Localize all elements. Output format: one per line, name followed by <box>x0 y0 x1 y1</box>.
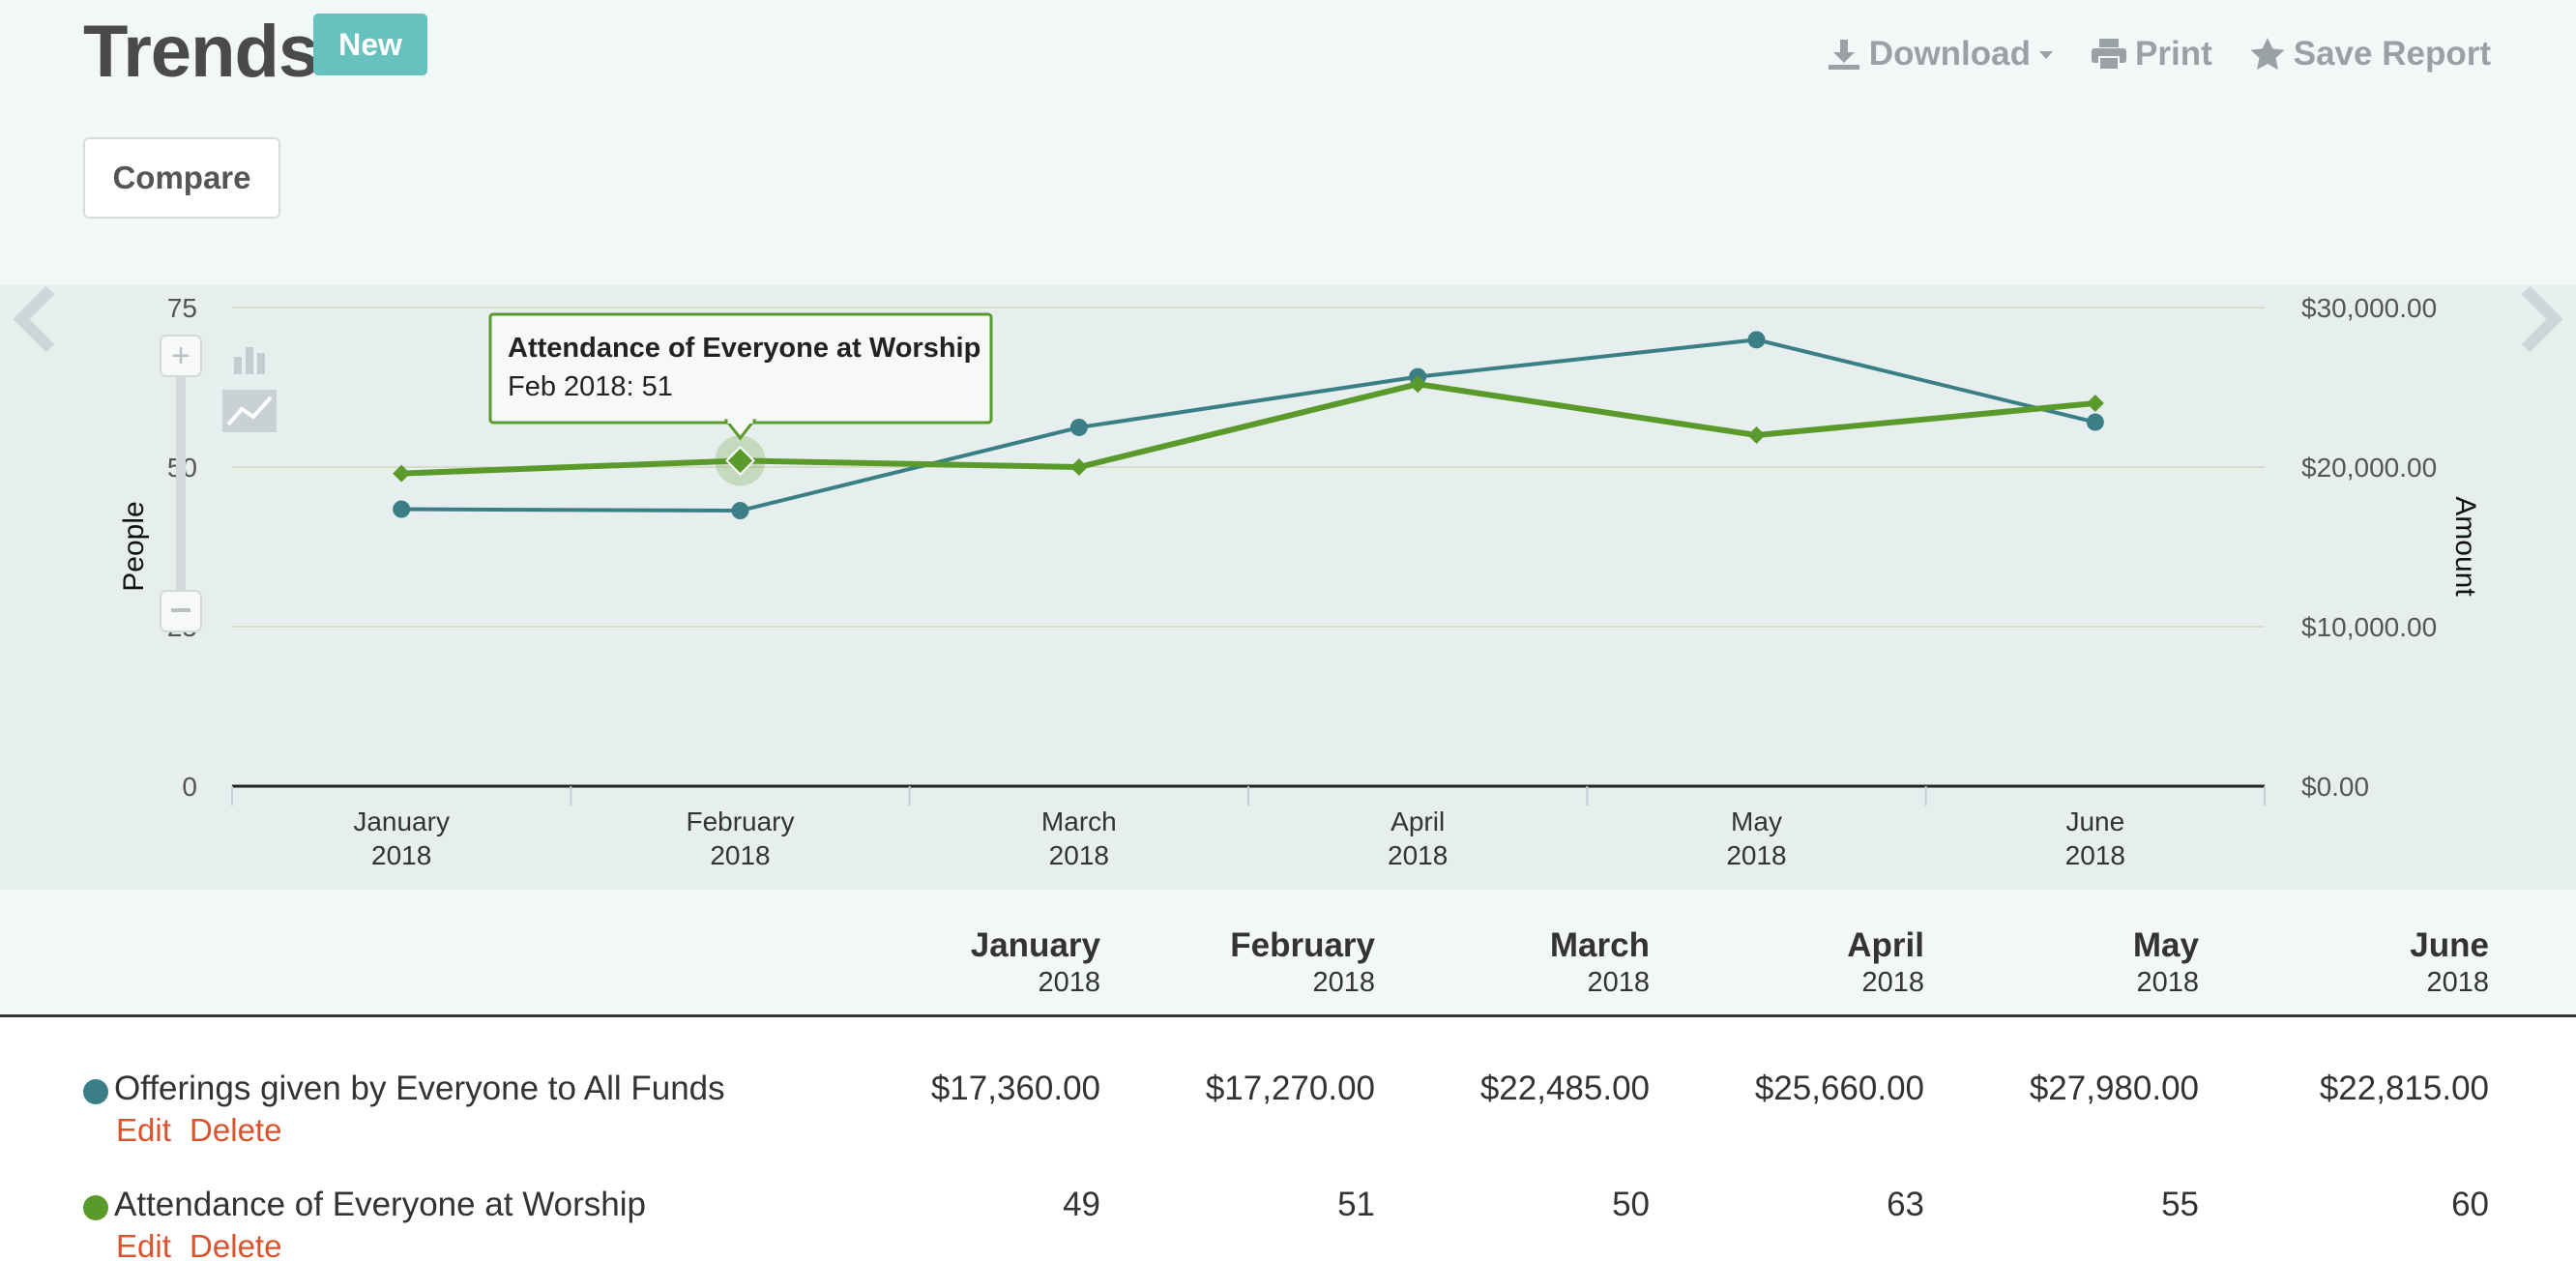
delete-link[interactable]: Delete <box>190 1112 282 1148</box>
x-tick-year: 2018 <box>1726 840 1786 870</box>
data-point-attendance <box>1747 426 1766 444</box>
x-tick-year: 2018 <box>2065 840 2125 870</box>
chart-svg: 0255075$0.00$10,000.00$20,000.00$30,000.… <box>118 293 2481 870</box>
table-cell: $22,815.00 <box>2319 1070 2489 1107</box>
page-title: Trends <box>83 11 319 93</box>
tooltip-pointer-mask <box>727 418 753 424</box>
plus-icon: + <box>171 337 190 374</box>
table-cell: 49 <box>1063 1186 1100 1223</box>
table-cell: $27,980.00 <box>2029 1070 2199 1107</box>
table-cell: $22,485.00 <box>1479 1070 1650 1107</box>
y-axis-title: People <box>118 501 150 591</box>
x-tick-label: April <box>1390 806 1445 836</box>
minus-icon <box>171 608 190 612</box>
edit-link[interactable]: Edit <box>116 1228 171 1261</box>
x-tick-label: January <box>353 806 450 836</box>
bar-chart-icon <box>234 357 242 374</box>
x-tick-year: 2018 <box>1388 840 1448 870</box>
data-point-attendance <box>1069 458 1088 476</box>
line-chart-icon <box>226 396 273 426</box>
column-header: June 2018 <box>2410 926 2489 998</box>
print-icon <box>2092 39 2127 71</box>
row-actions: Edit Delete <box>116 1228 281 1261</box>
edit-link[interactable]: Edit <box>116 1112 171 1148</box>
report-header: Trends New Download Print <box>0 0 2576 285</box>
table-cell: 50 <box>1612 1186 1650 1223</box>
download-icon <box>1828 40 1859 70</box>
row-actions: Edit Delete <box>116 1112 281 1149</box>
y2-tick-label: $20,000.00 <box>2301 453 2437 483</box>
chevron-right-icon[interactable] <box>2516 285 2564 353</box>
column-header: April 2018 <box>1847 926 1924 998</box>
column-header: May 2018 <box>2132 926 2199 998</box>
series-line-offerings <box>401 337 2096 513</box>
x-tick-label: February <box>686 806 794 836</box>
data-point-offerings <box>1069 418 1088 436</box>
column-header: January 2018 <box>970 926 1100 998</box>
data-point-attendance <box>2086 395 2104 412</box>
report-actions: Download Print Save Report <box>1827 35 2491 73</box>
row-label: Offerings given by Everyone to All Funds <box>114 1070 725 1107</box>
star-icon <box>2250 38 2285 70</box>
table-row: Offerings given by Everyone to All Funds… <box>0 1054 2576 1170</box>
table-cell: $17,360.00 <box>930 1070 1100 1107</box>
x-tick-label: June <box>2065 806 2124 836</box>
data-point-offerings <box>393 500 411 518</box>
table-row: Attendance of Everyone at Worship Edit D… <box>0 1170 2576 1261</box>
data-point-offerings <box>1747 331 1766 349</box>
column-header: February 2018 <box>1230 926 1375 998</box>
bar-chart-icon <box>257 353 265 374</box>
series-line-attendance <box>401 381 2096 477</box>
series-dot <box>83 1195 108 1220</box>
y2-axis-title: Amount <box>2449 496 2481 597</box>
save-report-button[interactable]: Save Report <box>2249 35 2491 73</box>
new-badge: New <box>313 14 427 75</box>
table-header: January 2018 February 2018 March 2018 April… <box>0 890 2576 1017</box>
y-tick-label: 0 <box>182 772 197 802</box>
tooltip-value: Feb 2018: 51 <box>508 371 673 402</box>
zoom-in-button[interactable] <box>160 335 202 377</box>
print-label: Print <box>2135 35 2212 73</box>
table-cell: $17,270.00 <box>1205 1070 1375 1107</box>
table-cell: 60 <box>2451 1186 2489 1223</box>
x-tick-year: 2018 <box>371 840 431 870</box>
column-header: March 2018 <box>1549 926 1650 998</box>
data-point-attendance <box>1409 375 1427 394</box>
delete-link[interactable]: Delete <box>190 1228 282 1261</box>
y-tick-label: 75 <box>167 293 197 323</box>
bar-chart-icon <box>246 347 253 374</box>
table-cell: $25,660.00 <box>1754 1070 1924 1107</box>
table-cell: 51 <box>1337 1186 1375 1223</box>
table-cell: 55 <box>2161 1186 2199 1223</box>
compare-button[interactable]: Compare <box>83 137 280 219</box>
download-button[interactable]: Download <box>1827 35 2054 73</box>
y2-tick-label: $30,000.00 <box>2301 293 2437 323</box>
x-tick-year: 2018 <box>1049 840 1109 870</box>
chevron-left-icon[interactable] <box>12 285 60 353</box>
y2-tick-label: $0.00 <box>2301 772 2369 802</box>
x-tick-label: March <box>1041 806 1117 836</box>
x-tick-label: May <box>1731 806 1782 836</box>
row-label: Attendance of Everyone at Worship <box>114 1186 646 1223</box>
tooltip-title: Attendance of Everyone at Worship <box>508 333 981 364</box>
print-button[interactable]: Print <box>2091 35 2212 73</box>
download-label: Download <box>1868 35 2032 73</box>
trend-chart: 0255075$0.00$10,000.00$20,000.00$30,000.… <box>0 285 2576 890</box>
series-dot <box>83 1079 108 1104</box>
y2-tick-label: $10,000.00 <box>2301 612 2437 642</box>
data-point-attendance <box>725 445 755 476</box>
data-point-attendance <box>393 464 411 483</box>
save-report-label: Save Report <box>2293 35 2491 73</box>
caret-down-icon <box>2039 51 2054 59</box>
data-point-offerings <box>2086 413 2104 431</box>
table-cell: 63 <box>1887 1186 1924 1223</box>
line-chart-button[interactable] <box>222 390 277 432</box>
x-tick-year: 2018 <box>710 840 770 870</box>
data-point-offerings <box>731 502 749 520</box>
tooltip <box>488 312 993 425</box>
